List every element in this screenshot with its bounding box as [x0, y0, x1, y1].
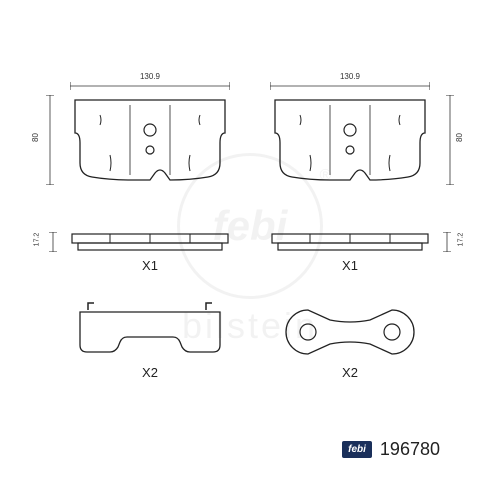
brake-pad-side-right [270, 232, 430, 252]
diagram-canvas: febi ® bilstein 130.9 130.9 80 80 [0, 0, 500, 500]
retaining-clip [70, 300, 230, 360]
dimension-thickness-left: 17.2 [48, 232, 58, 252]
label-backing: X2 [270, 365, 430, 380]
dimension-width-right: 130.9 [270, 72, 430, 91]
backing-plate [270, 300, 430, 360]
brake-pad-side-left [70, 232, 230, 252]
brake-pad-front-right [270, 95, 430, 185]
dimension-height-left: 80 [45, 95, 55, 185]
label-clip: X2 [70, 365, 230, 380]
brake-pad-front-left [70, 95, 230, 185]
part-number-badge: febi 196780 [342, 439, 440, 460]
dimension-height-right: 80 [445, 95, 455, 185]
brand-badge: febi [342, 441, 372, 458]
label-side-right: X1 [270, 258, 430, 273]
dimension-thickness-right: 17.2 [442, 232, 452, 252]
label-side-left: X1 [70, 258, 230, 273]
part-number: 196780 [380, 439, 440, 460]
dimension-width-left: 130.9 [70, 72, 230, 91]
